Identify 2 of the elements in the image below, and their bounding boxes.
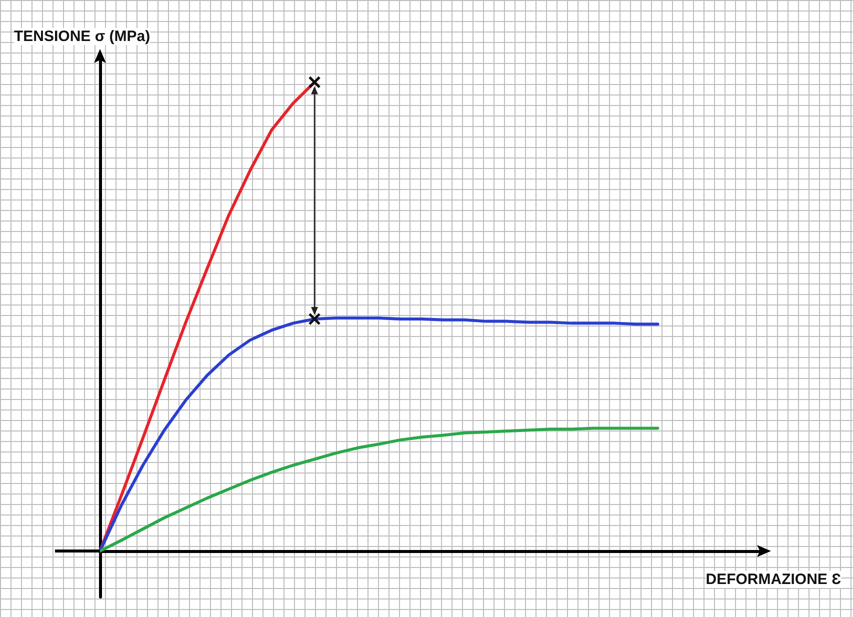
x-axis-title: DEFORMAZIONE Ɛ — [706, 571, 841, 588]
y-axis-title: TENSIONE σ (MPa) — [14, 28, 150, 45]
